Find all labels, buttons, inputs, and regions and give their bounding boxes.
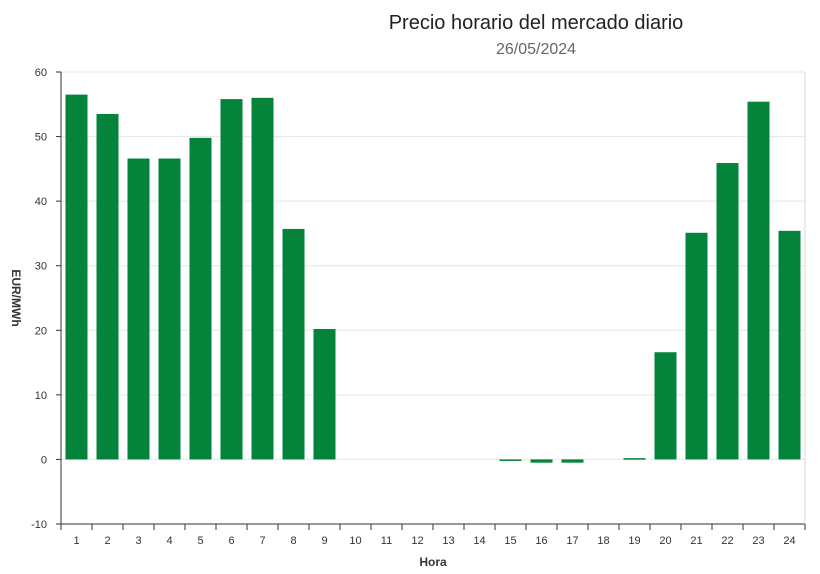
x-tick-label: 7 <box>259 535 265 547</box>
bar-hour-23 <box>747 101 770 460</box>
y-tick-label: 0 <box>41 454 47 466</box>
y-tick-label: 50 <box>35 132 47 144</box>
x-tick-label: 8 <box>290 535 296 547</box>
x-tick-label: 5 <box>197 535 203 547</box>
y-tick-label: 30 <box>35 261 47 273</box>
x-tick-label: 12 <box>411 535 423 547</box>
x-tick-label: 18 <box>597 535 609 547</box>
bar-hour-16 <box>530 459 553 463</box>
x-tick-label: 20 <box>659 535 671 547</box>
y-tick-label: -10 <box>31 519 47 531</box>
x-tick-label: 11 <box>381 535 392 547</box>
bar-hour-24 <box>778 230 801 460</box>
x-tick-label: 23 <box>752 535 764 547</box>
x-tick-label: 16 <box>535 535 547 547</box>
bar-hour-8 <box>282 228 305 460</box>
chart-subtitle: 26/05/2024 <box>495 41 577 58</box>
bar-hour-17 <box>561 459 584 463</box>
x-tick-label: 3 <box>135 535 141 547</box>
x-tick-label: 10 <box>349 535 361 547</box>
x-tick-label: 2 <box>104 535 110 547</box>
bar-hour-20 <box>654 352 677 460</box>
y-tick-labels: -10 0 10 20 30 40 50 60 <box>31 67 47 531</box>
x-tick-label: 24 <box>783 535 795 547</box>
y-axis-label: EUR/MWh <box>9 269 23 326</box>
x-tick-label: 21 <box>690 535 702 547</box>
x-tick-label: 9 <box>321 535 327 547</box>
bar-hour-3 <box>127 158 150 460</box>
x-tick-label: 13 <box>442 535 454 547</box>
x-tick-label: 17 <box>566 535 578 547</box>
x-tick-label: 22 <box>721 535 733 547</box>
x-tick-label: 15 <box>504 535 516 547</box>
x-tick-label: 14 <box>473 535 485 547</box>
bar-hour-1 <box>65 94 88 460</box>
bar-hour-7 <box>251 97 274 460</box>
bar-hour-21 <box>685 232 708 460</box>
y-tick-label: 20 <box>35 325 47 337</box>
x-tick-label: 4 <box>166 535 172 547</box>
bar-hour-6 <box>220 99 243 460</box>
bar-hour-9 <box>313 328 336 460</box>
x-tick-label: 19 <box>628 535 640 547</box>
x-tick-label: 6 <box>228 535 234 547</box>
bar-hour-2 <box>96 113 119 460</box>
bar-hour-5 <box>189 137 212 460</box>
x-tick-labels: 1 2 3 4 5 6 7 8 9 10 11 12 13 14 15 16 17 18 19 20 21 22 23 24 <box>73 535 795 547</box>
y-tick-label: 60 <box>35 67 47 79</box>
y-tick-label: 10 <box>35 390 47 402</box>
y-tick-label: 40 <box>35 196 47 208</box>
bars <box>65 94 801 463</box>
bar-hour-15 <box>499 459 522 461</box>
x-axis-label: Hora <box>419 555 447 569</box>
chart-title: Precio horario del mercado diario <box>388 12 684 34</box>
bar-hour-22 <box>716 163 739 460</box>
bar-hour-4 <box>158 158 181 460</box>
axes <box>56 71 806 530</box>
bar-hour-19 <box>623 458 646 460</box>
x-tick-label: 1 <box>73 535 79 547</box>
